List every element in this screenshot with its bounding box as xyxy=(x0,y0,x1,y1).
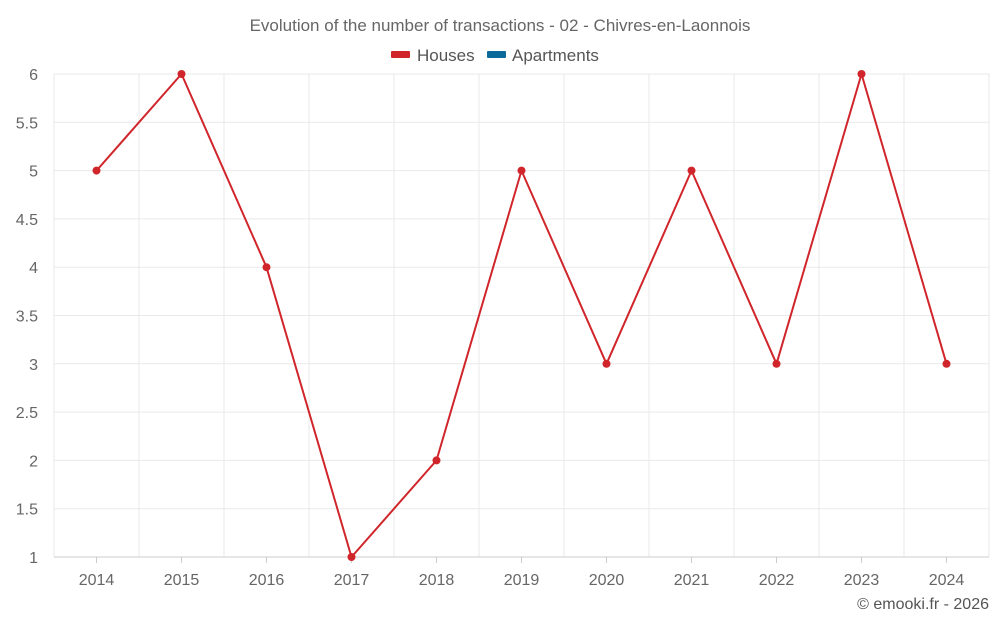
y-tick-label: 1 xyxy=(29,550,38,567)
y-tick-label: 1.5 xyxy=(16,502,38,519)
x-tick-label: 2024 xyxy=(929,572,965,589)
legend-item-houses[interactable]: Houses xyxy=(391,46,475,65)
legend-item-apartments[interactable]: Apartments xyxy=(487,46,599,65)
y-axis: 1 1.5 2 2.5 3 3.5 4 4.5 5 5.5 6 xyxy=(16,67,38,567)
chart-title: Evolution of the number of transactions … xyxy=(250,16,751,35)
x-tick-label: 2019 xyxy=(504,572,540,589)
legend[interactable]: Houses Apartments xyxy=(391,46,599,65)
y-tick-label: 5.5 xyxy=(16,115,38,132)
data-point[interactable] xyxy=(687,166,696,175)
y-tick-label: 2.5 xyxy=(16,405,38,422)
y-tick-label: 4 xyxy=(29,260,38,277)
y-tick-label: 5 xyxy=(29,164,38,181)
y-tick-label: 4.5 xyxy=(16,212,38,229)
data-point[interactable] xyxy=(602,359,611,368)
x-tick-label: 2015 xyxy=(164,572,200,589)
x-tick-label: 2014 xyxy=(79,572,115,589)
x-tick-label: 2020 xyxy=(589,572,625,589)
y-tick-label: 3 xyxy=(29,357,38,374)
data-point[interactable] xyxy=(517,166,526,175)
x-tick-label: 2023 xyxy=(844,572,880,589)
x-tick-label: 2017 xyxy=(334,572,370,589)
y-tick-label: 6 xyxy=(29,67,38,84)
x-axis: 2014 2015 2016 2017 2018 2019 2020 2021 2022 2023… xyxy=(79,557,965,589)
data-point[interactable] xyxy=(92,166,101,175)
legend-swatch-apartments xyxy=(487,51,506,58)
data-point[interactable] xyxy=(772,359,781,368)
legend-swatch-houses xyxy=(391,51,410,58)
series-houses xyxy=(92,70,951,561)
data-point[interactable] xyxy=(942,359,951,368)
data-point[interactable] xyxy=(262,263,271,272)
x-tick-label: 2016 xyxy=(249,572,285,589)
data-point[interactable] xyxy=(857,70,866,78)
x-tick-label: 2018 xyxy=(419,572,455,589)
grid xyxy=(53,73,990,558)
data-point[interactable] xyxy=(432,456,441,465)
data-point[interactable] xyxy=(347,553,356,561)
y-tick-label: 2 xyxy=(29,453,38,470)
credit-text: © emooki.fr - 2026 xyxy=(857,596,989,613)
data-point[interactable] xyxy=(177,70,186,78)
x-tick-label: 2022 xyxy=(759,572,795,589)
legend-label-houses: Houses xyxy=(417,46,475,65)
legend-label-apartments: Apartments xyxy=(512,46,599,65)
y-tick-label: 3.5 xyxy=(16,309,38,326)
x-tick-label: 2021 xyxy=(674,572,710,589)
